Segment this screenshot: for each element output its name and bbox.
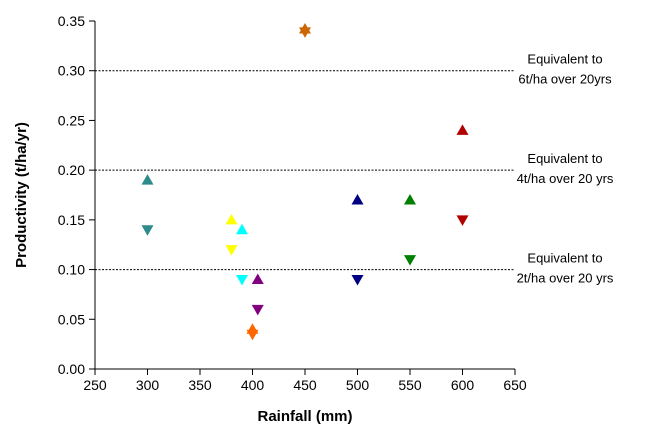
- y-tick-label: 0.15: [58, 212, 85, 228]
- reference-line-label: 2t/ha over 20 yrs: [517, 271, 614, 286]
- data-point-triangle-down: [299, 27, 311, 38]
- x-tick-label: 350: [188, 377, 212, 393]
- x-axis-title: Rainfall (mm): [257, 408, 352, 425]
- data-point-triangle-up: [236, 223, 248, 235]
- x-tick-label: 500: [346, 377, 370, 393]
- axes: [94, 21, 515, 370]
- data-point-triangle-down: [351, 275, 364, 286]
- data-point-triangle-up: [225, 213, 238, 225]
- reference-line-label: Equivalent to: [527, 251, 602, 266]
- y-axis-title: Productivity (t/ha/yr): [13, 122, 30, 268]
- x-tick-label: 600: [451, 377, 475, 393]
- reference-line-label: 6t/ha over 20yrs: [518, 72, 612, 87]
- data-point-triangle-down: [225, 245, 238, 256]
- x-tick-label: 300: [136, 377, 160, 393]
- data-point-triangle-down: [251, 304, 264, 316]
- x-tick-label: 550: [398, 377, 422, 393]
- y-tick-label: 0.30: [58, 63, 85, 79]
- data-point-triangle-down: [141, 225, 154, 236]
- data-points: [141, 22, 469, 341]
- axis-ticks: 0.00 0.05 0.10 0.15 0.20 0.25 0.30 0.35 250 300 35…: [58, 13, 527, 393]
- data-point-triangle-down: [246, 329, 259, 341]
- y-tick-label: 0.05: [58, 311, 85, 327]
- y-tick-label: 0.20: [58, 162, 85, 178]
- data-point-triangle-up: [141, 174, 154, 185]
- data-point-triangle-up: [351, 193, 364, 205]
- reference-line-label: Equivalent to: [527, 52, 602, 67]
- data-point-triangle-up: [456, 124, 469, 135]
- y-tick-label: 0.35: [58, 13, 85, 29]
- y-tick-label: 0.25: [58, 112, 85, 128]
- data-point-triangle-up: [251, 273, 264, 285]
- reference-line-label: Equivalent to: [527, 151, 602, 166]
- data-point-triangle-down: [404, 255, 416, 266]
- x-tick-label: 400: [241, 377, 265, 393]
- reference-line-label: 4t/ha over 20 yrs: [517, 171, 614, 186]
- y-tick-label: 0.10: [58, 262, 85, 278]
- x-tick-label: 450: [293, 377, 317, 393]
- data-point-triangle-up: [404, 193, 416, 205]
- y-tick-label: 0.00: [58, 361, 85, 377]
- reference-lines: Equivalent to 6t/ha over 20yrs Equivalent …: [95, 52, 614, 286]
- x-tick-label: 250: [83, 377, 107, 393]
- data-point-triangle-down: [236, 275, 248, 286]
- data-point-triangle-down: [456, 215, 469, 226]
- x-tick-label: 650: [503, 377, 527, 393]
